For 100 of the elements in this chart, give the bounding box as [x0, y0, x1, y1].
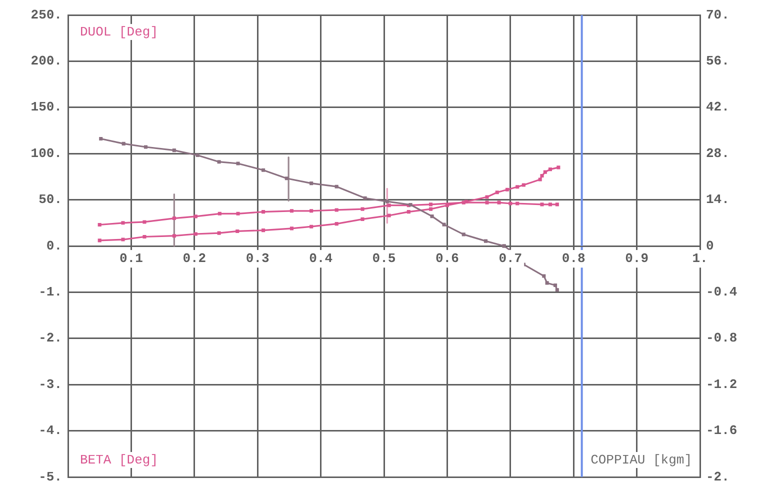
point [99, 136, 103, 141]
point [548, 202, 552, 206]
y2-tick-label: 70. [706, 7, 730, 22]
point [290, 209, 294, 213]
point [387, 214, 391, 218]
point [122, 142, 126, 146]
point [430, 214, 434, 218]
x-tick-label: 0.1 [119, 251, 144, 266]
point [121, 238, 125, 242]
y2-tick-label: -0.8 [706, 330, 738, 346]
y2-tick-label: 42. [706, 100, 730, 115]
y-tick-label: 0. [46, 238, 62, 254]
point [172, 148, 176, 152]
point [310, 224, 314, 228]
x-tick-label: 0.6 [435, 251, 460, 266]
point [363, 196, 367, 200]
point [485, 200, 489, 204]
point [462, 200, 466, 204]
point [310, 182, 314, 186]
point [485, 195, 489, 199]
point [462, 232, 466, 236]
point [385, 200, 389, 204]
point [387, 204, 391, 208]
y2-tick-label: 14. [706, 192, 730, 208]
point [542, 274, 546, 278]
x-tick-label: 0.5 [372, 251, 396, 266]
point [196, 153, 200, 158]
y-tick-label: -2. [38, 330, 62, 346]
x-tick-label: 0.8 [562, 251, 586, 266]
point [290, 226, 294, 230]
point [505, 188, 510, 192]
point [218, 212, 222, 216]
point [516, 202, 520, 206]
point [540, 202, 544, 206]
y2-tick-label: -2. [706, 469, 730, 484]
y-tick-label: 200. [30, 53, 62, 68]
point [284, 176, 288, 180]
point [98, 222, 102, 227]
point [538, 178, 542, 182]
point [142, 220, 146, 224]
point [262, 210, 266, 214]
x-tick-label: 0.4 [309, 251, 333, 266]
point [545, 281, 549, 285]
point [194, 214, 198, 218]
point [194, 232, 198, 236]
point [548, 168, 552, 172]
point [262, 168, 266, 172]
y-tick-label: -5. [38, 469, 62, 484]
x-tick-label: 1. [692, 251, 708, 266]
y2-tick-label: 28. [706, 146, 730, 161]
y-tick-label: 50. [38, 192, 62, 208]
point [406, 210, 410, 214]
point [172, 216, 176, 220]
point [522, 183, 526, 187]
x-tick-label: 0.7 [498, 251, 522, 266]
point [236, 212, 240, 216]
y2-tick-label: -1.6 [706, 423, 738, 438]
point [172, 234, 176, 238]
point [428, 207, 433, 211]
point [442, 222, 446, 226]
y2-tick-label: -1.2 [706, 376, 738, 392]
y-tick-label: 250. [30, 7, 62, 22]
y2-tick-label: 0 [706, 238, 714, 254]
point [508, 202, 512, 206]
point [516, 185, 520, 189]
x-tick-label: 0.9 [625, 251, 649, 266]
point [334, 222, 338, 226]
point [360, 207, 364, 211]
point [495, 190, 499, 194]
y2-tick-label: 56. [706, 53, 730, 68]
point [543, 170, 547, 174]
point [121, 221, 125, 225]
point [360, 217, 364, 221]
point [484, 239, 488, 243]
point [428, 202, 433, 206]
point [236, 162, 240, 166]
y-axis-title: BETA [Deg] [80, 452, 158, 468]
y-tick-label: -4. [38, 423, 62, 438]
y2-tick-label: -0.4 [706, 284, 738, 300]
point [502, 244, 506, 248]
point [98, 238, 102, 242]
point [334, 184, 338, 188]
y-tick-label: 100. [30, 146, 62, 161]
point [540, 174, 544, 178]
x-tick-label: 0.3 [246, 251, 270, 266]
point [555, 288, 559, 292]
y-tick-label: -3. [38, 376, 62, 392]
point [554, 283, 558, 288]
point [556, 166, 560, 170]
point [144, 145, 148, 149]
point [310, 209, 314, 213]
point [236, 229, 240, 233]
y2-axis-title: COPPIAU [kgm] [590, 452, 692, 468]
point [217, 160, 221, 164]
point [555, 202, 559, 206]
point [497, 200, 501, 204]
point [334, 208, 338, 212]
x-tick-label: 0.2 [182, 251, 206, 266]
y-tick-label: -1. [38, 284, 62, 300]
point [142, 234, 146, 239]
